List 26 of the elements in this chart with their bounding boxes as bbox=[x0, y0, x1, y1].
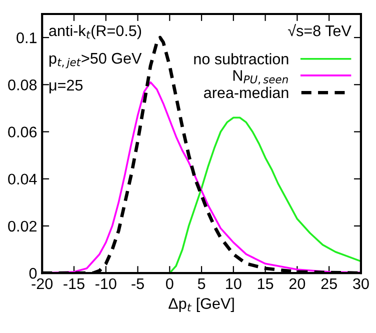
x-tick-label: 0 bbox=[166, 278, 174, 290]
annotation: μ=25 bbox=[50, 80, 83, 94]
x-axis-title: Δp$_{t}$ [GeV] bbox=[168, 298, 234, 312]
x-tick-label: -10 bbox=[96, 278, 116, 290]
annotation: p$_{t,jet}$>50 GeV bbox=[49, 52, 142, 68]
y-tick-label: 0.08 bbox=[8, 80, 37, 90]
y-tick-label: 0 bbox=[29, 268, 37, 279]
x-tick-label: 30 bbox=[353, 278, 369, 290]
x-tick-label: -15 bbox=[64, 278, 84, 290]
annotation: anti-k$_{t}$(R=0.5) bbox=[49, 24, 142, 40]
x-tick-label: 10 bbox=[226, 278, 242, 290]
annotation: √s=8 TeV bbox=[288, 24, 352, 36]
legend-label: N$_{PU,seen}$ bbox=[233, 70, 288, 84]
x-tick-label: 20 bbox=[289, 278, 306, 290]
legend-label: area-median bbox=[204, 86, 288, 98]
y-tick-label: 0.02 bbox=[8, 220, 36, 232]
legend-label: no subtraction bbox=[194, 53, 288, 64]
y-tick-label: 0.06 bbox=[8, 126, 37, 138]
x-tick-label: 5 bbox=[198, 278, 206, 290]
x-tick-label: 15 bbox=[258, 278, 274, 290]
x-tick-label: -5 bbox=[132, 278, 144, 290]
x-tick-label: 25 bbox=[321, 278, 337, 290]
y-tick-label: 0.1 bbox=[16, 32, 37, 44]
y-tick-label: 0.04 bbox=[8, 174, 37, 185]
line-series bbox=[168, 116, 361, 274]
x-tick-label: -20 bbox=[32, 278, 53, 290]
